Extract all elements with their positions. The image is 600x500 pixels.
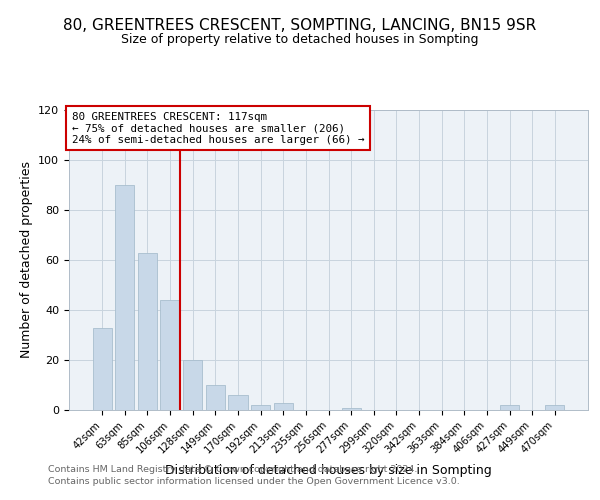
Bar <box>92 328 112 410</box>
Text: Contains HM Land Registry data © Crown copyright and database right 2024.: Contains HM Land Registry data © Crown c… <box>48 466 418 474</box>
Bar <box>138 252 157 410</box>
Bar <box>545 405 565 410</box>
Text: 80 GREENTREES CRESCENT: 117sqm
← 75% of detached houses are smaller (206)
24% of: 80 GREENTREES CRESCENT: 117sqm ← 75% of … <box>71 112 364 144</box>
Y-axis label: Number of detached properties: Number of detached properties <box>20 162 32 358</box>
Text: Contains public sector information licensed under the Open Government Licence v3: Contains public sector information licen… <box>48 477 460 486</box>
Bar <box>251 405 270 410</box>
Bar <box>115 185 134 410</box>
Bar <box>160 300 180 410</box>
Bar <box>274 402 293 410</box>
Text: 80, GREENTREES CRESCENT, SOMPTING, LANCING, BN15 9SR: 80, GREENTREES CRESCENT, SOMPTING, LANCI… <box>64 18 536 32</box>
Bar <box>500 405 519 410</box>
Bar <box>206 385 225 410</box>
Text: Size of property relative to detached houses in Sompting: Size of property relative to detached ho… <box>121 32 479 46</box>
Bar <box>341 408 361 410</box>
X-axis label: Distribution of detached houses by size in Sompting: Distribution of detached houses by size … <box>165 464 492 476</box>
Bar <box>229 395 248 410</box>
Bar <box>183 360 202 410</box>
